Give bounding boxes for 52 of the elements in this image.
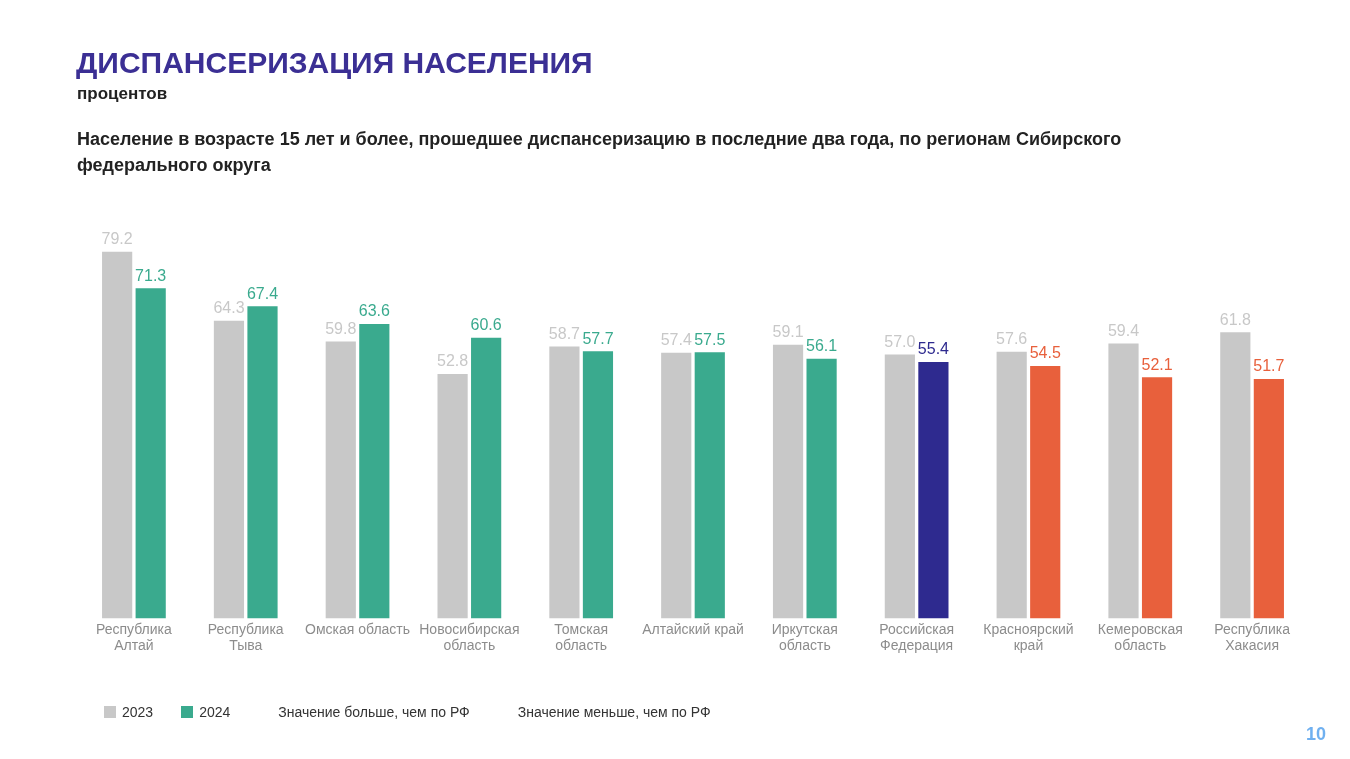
bar	[772, 344, 804, 619]
x-tick-label: Омская область	[305, 620, 411, 637]
bar	[437, 373, 468, 619]
data-label: 67.4	[246, 284, 279, 302]
bar	[213, 320, 245, 619]
bar	[135, 288, 166, 619]
bar	[996, 351, 1027, 619]
data-label: 63.6	[358, 302, 390, 320]
legend-label: 2023	[122, 704, 154, 720]
bar	[806, 358, 837, 619]
text: Значение больше, чем по РФ	[278, 704, 470, 720]
bar	[1030, 366, 1061, 619]
bar	[694, 352, 725, 619]
bar	[325, 341, 356, 619]
x-tick-label: Томская область	[554, 620, 609, 654]
bar	[1220, 332, 1251, 619]
x-tick-label: Республика Хакасия	[1214, 620, 1291, 654]
data-label: 71.3	[135, 266, 167, 284]
bar	[582, 351, 614, 619]
data-label: 60.6	[470, 316, 502, 334]
bar	[471, 337, 502, 619]
x-tick-label: Новосибирская область	[419, 620, 520, 654]
bar	[359, 323, 390, 619]
x-tick-label: Республика Тыва	[207, 620, 284, 654]
data-label: 57.5	[694, 330, 726, 348]
chart-title: ДИСПАНСЕРИЗАЦИЯ НАСЕЛЕНИЯ	[76, 46, 593, 80]
bar	[102, 251, 133, 619]
legend-label: 2024	[199, 704, 231, 720]
data-label: 54.5	[1029, 344, 1061, 362]
bar	[1108, 343, 1139, 619]
x-tick-label: Красноярский край	[983, 620, 1074, 654]
bar	[1141, 377, 1173, 619]
data-label: 55.4	[917, 340, 950, 358]
bar	[549, 346, 580, 619]
x-tick-label: Кемеровская область	[1097, 620, 1183, 654]
text: Значение меньше, чем по РФ	[517, 704, 711, 720]
bar	[661, 352, 692, 619]
bar	[247, 306, 278, 619]
bar	[884, 354, 915, 619]
x-tick-label: Иркутская область	[771, 620, 838, 654]
x-tick-label: Алтайский край	[642, 620, 744, 637]
data-label: 52.1	[1141, 355, 1173, 373]
data-label: 51.7	[1253, 357, 1285, 375]
data-label: 56.1	[806, 337, 838, 355]
data-label: 57.7	[582, 329, 614, 347]
bar	[1253, 379, 1284, 619]
bar	[918, 361, 949, 619]
chart-subtitle: процентов	[77, 84, 168, 104]
text: 10	[1305, 724, 1326, 745]
x-tick-label: Республика Алтай	[95, 620, 173, 654]
x-tick-label: Российская Федерация	[879, 620, 955, 654]
text: Население в возрасте 15 лет и более, прошедшее диспансеризацию в последние два года, по регионам Сибирского федерального округа	[77, 128, 1123, 177]
